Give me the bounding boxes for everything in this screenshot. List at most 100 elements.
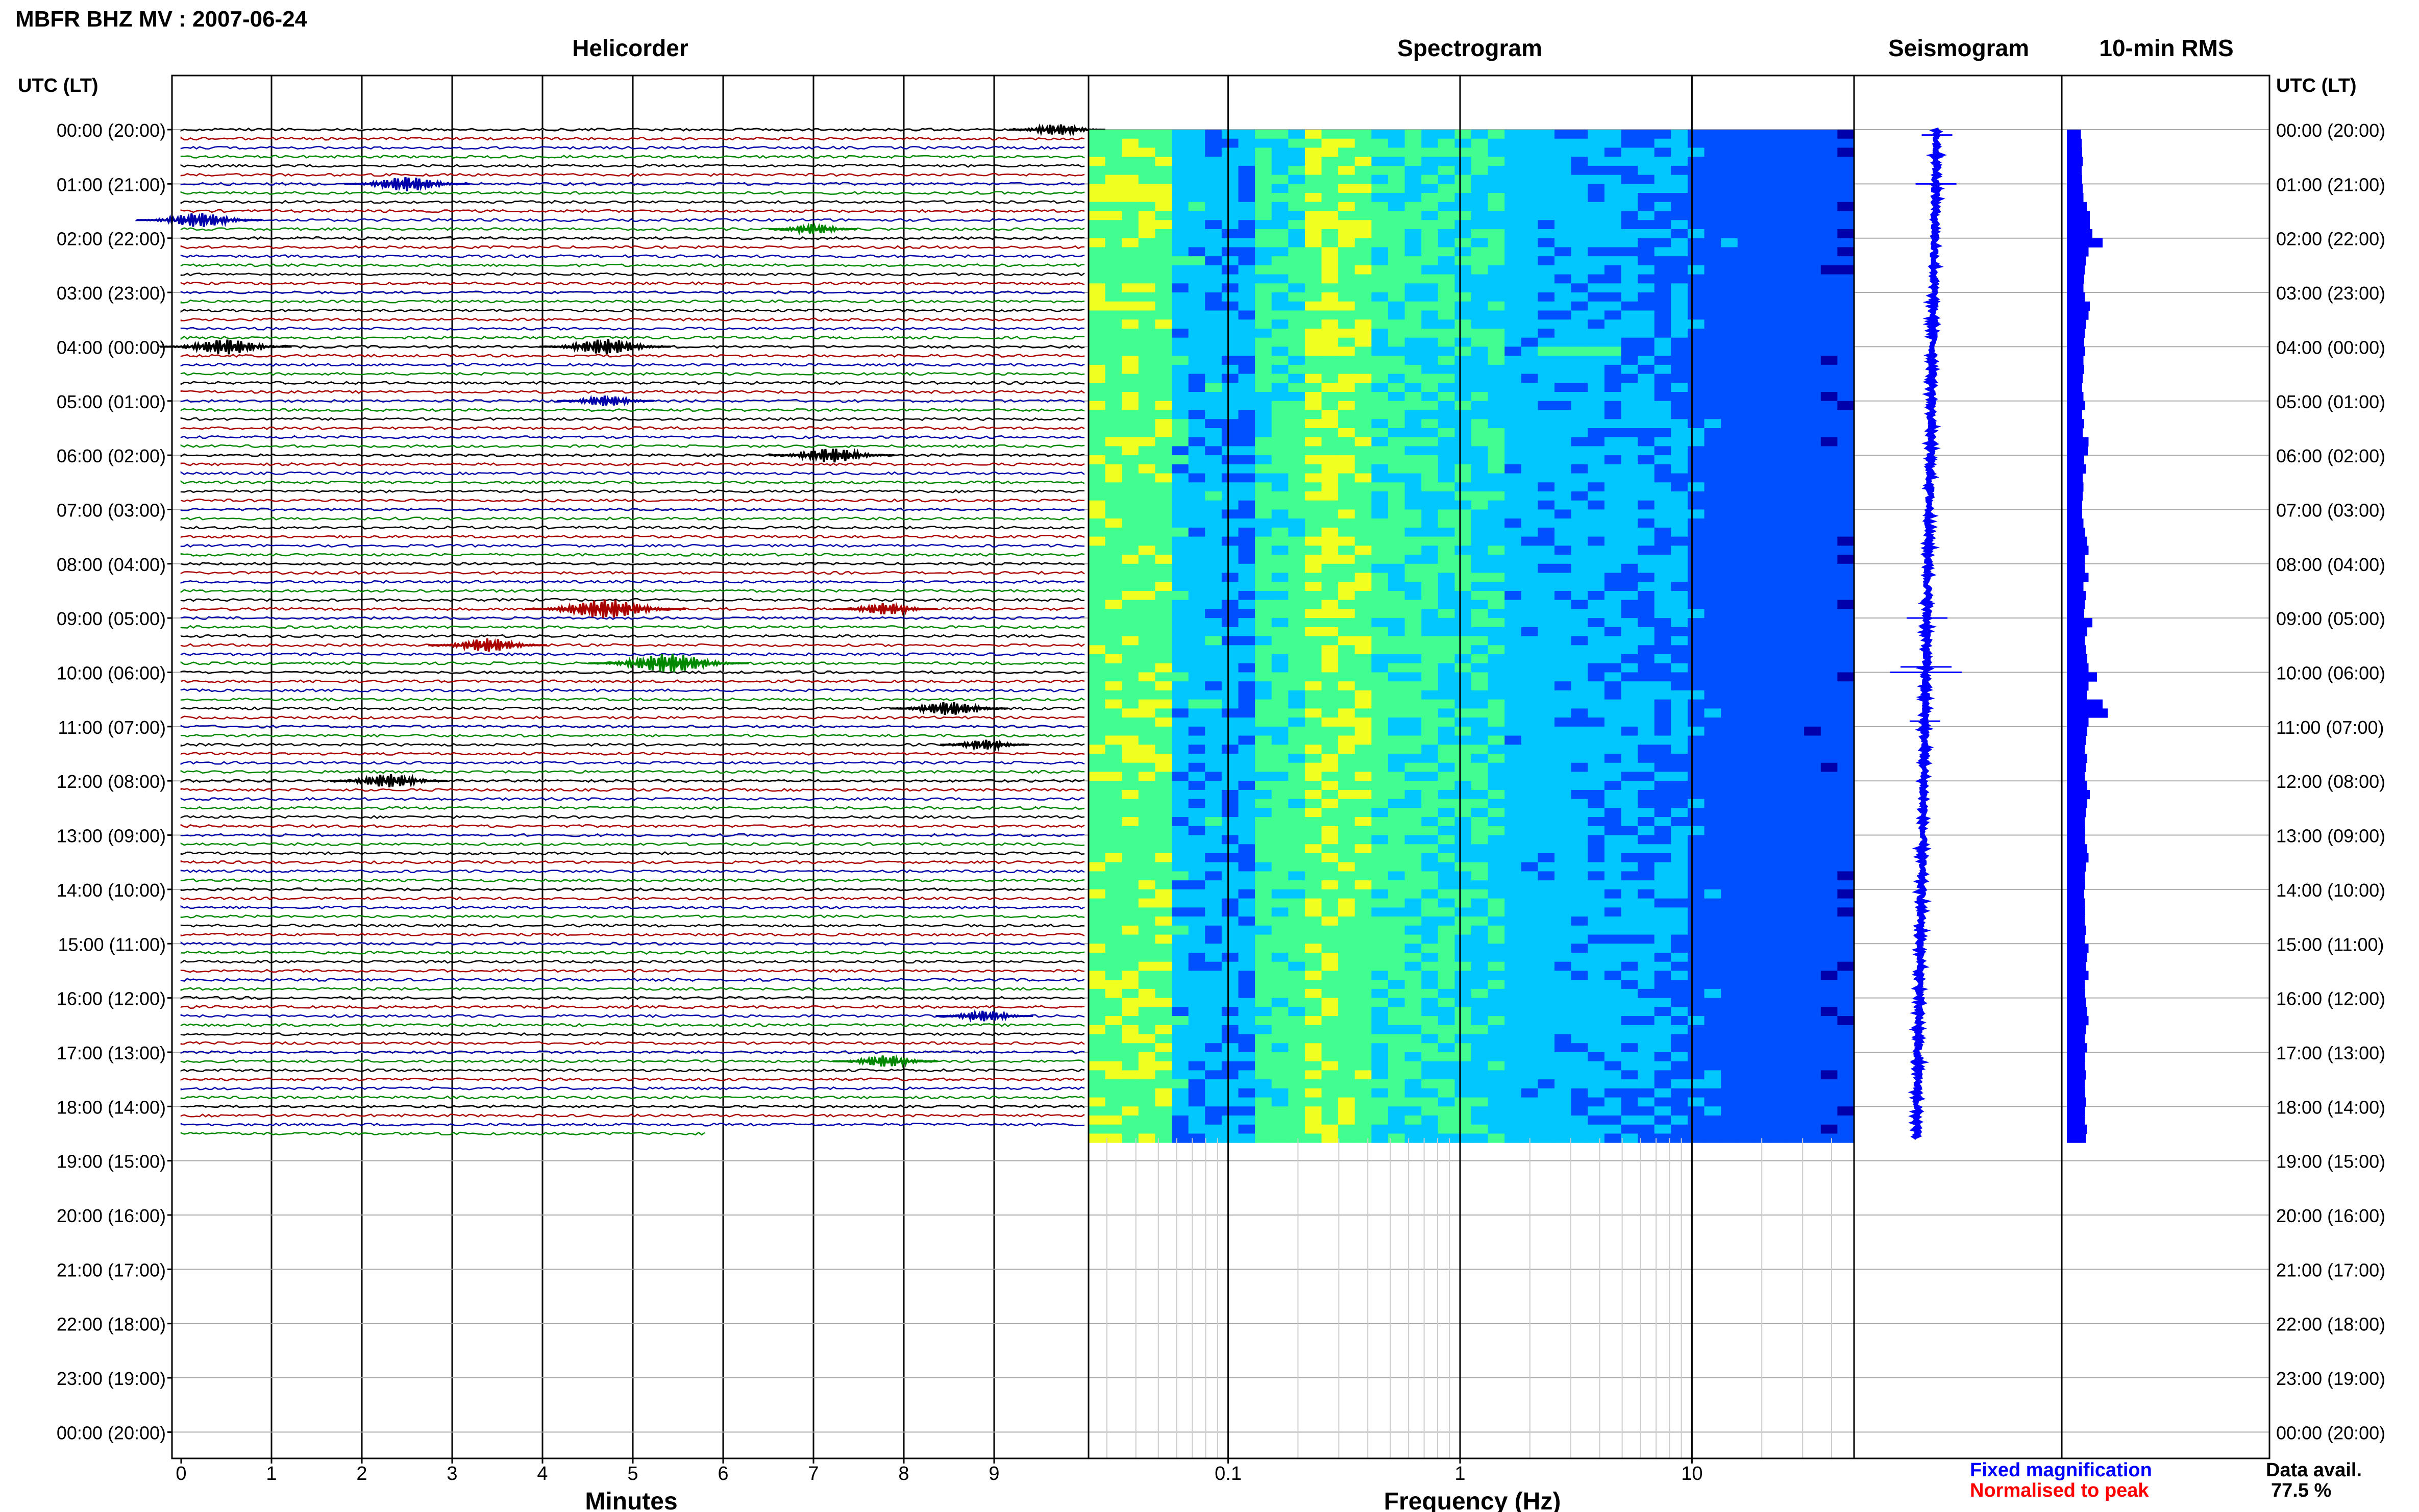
spectrogram-cell	[1271, 546, 1289, 555]
spectrogram-cell	[1538, 590, 1555, 601]
spectrogram-cell	[1354, 1061, 1372, 1071]
spectrogram-cell	[1255, 762, 1272, 772]
spectrogram-cell	[1737, 419, 1755, 429]
spectrogram-cell	[1454, 934, 1472, 944]
spectrogram-cell	[1588, 175, 1605, 184]
spectrogram-cell	[1504, 961, 1522, 971]
spectrogram-cell	[1205, 717, 1222, 727]
spectrogram-cell	[1338, 916, 1355, 926]
spectrogram-cell	[1338, 337, 1355, 347]
spectrogram-cell	[1404, 618, 1422, 628]
spectrogram-cell	[1371, 762, 1389, 772]
spectrogram-cell	[1188, 998, 1205, 1007]
spectrogram-cell	[1604, 364, 1621, 375]
spectrogram-cell	[1721, 1116, 1738, 1125]
spectrogram-cell	[1488, 500, 1505, 510]
spectrogram-cell	[1404, 582, 1422, 591]
spectrogram-cell	[1172, 1034, 1189, 1044]
spectrogram-cell	[1288, 745, 1305, 754]
spectrogram-cell	[1604, 609, 1621, 618]
spectrogram-cell	[1604, 157, 1621, 166]
spectrogram-cell	[1504, 292, 1522, 302]
spectrogram-cell	[1671, 211, 1688, 220]
spectrogram-cell	[1704, 889, 1721, 899]
spectrogram-cell	[1604, 835, 1621, 845]
spectrogram-cell	[1155, 563, 1172, 574]
spectrogram-cell	[1621, 157, 1638, 166]
spectrogram-cell	[1155, 1070, 1172, 1080]
spectrogram-cell	[1554, 509, 1572, 519]
spectrogram-cell	[1454, 1079, 1472, 1089]
spectrogram-cell	[1089, 455, 1106, 465]
spectrogram-cell	[1404, 238, 1422, 247]
spectrogram-cell	[1721, 274, 1738, 284]
spectrogram-cell	[1205, 1007, 1222, 1017]
spectrogram-cell	[1504, 383, 1522, 392]
helicorder-trace	[180, 643, 1085, 648]
spectrogram-cell	[1288, 988, 1305, 999]
spectrogram-cell	[1521, 726, 1538, 736]
spectrogram-cell	[1721, 464, 1738, 474]
spectrogram-cell	[1138, 1133, 1155, 1143]
spectrogram-cell	[1188, 464, 1205, 474]
spectrogram-cell	[1687, 337, 1705, 347]
spectrogram-cell	[1388, 256, 1405, 266]
spectrogram-cell	[1671, 961, 1688, 971]
spectrogram-cell	[1421, 455, 1439, 465]
spectrogram-cell	[1704, 925, 1721, 935]
spectrogram-cell	[1671, 500, 1688, 510]
spectrogram-cell	[1554, 536, 1572, 546]
spectrogram-cell	[1787, 889, 1805, 899]
spectrogram-cell	[1138, 175, 1155, 184]
helicorder-trace	[180, 1077, 1085, 1081]
spectrogram-cell	[1438, 944, 1455, 953]
spectrogram-cell	[1188, 265, 1205, 275]
spectrogram-cell	[1371, 781, 1389, 790]
spectrogram-cell	[1488, 1034, 1505, 1044]
spectrogram-cell	[1155, 1034, 1172, 1044]
spectrogram-cell	[1089, 699, 1106, 709]
spectrogram-cell	[1454, 138, 1472, 148]
spectrogram-cell	[1787, 392, 1805, 402]
spectrogram-cell	[1721, 346, 1738, 356]
spectrogram-cell	[1388, 536, 1405, 546]
spectrogram-cell	[1388, 871, 1405, 881]
spectrogram-cell	[1255, 138, 1272, 148]
spectrogram-cell	[1354, 202, 1372, 212]
spectrogram-cell	[1521, 401, 1538, 410]
spectrogram-cell	[1638, 609, 1655, 618]
spectrogram-cell	[1588, 590, 1605, 601]
spectrogram-cell	[1122, 934, 1139, 944]
spectrogram-cell	[1304, 292, 1322, 302]
spectrogram-cell	[1238, 265, 1255, 275]
spectrogram-cell	[1654, 563, 1671, 574]
spectrogram-cell	[1488, 988, 1505, 999]
spectrogram-cell	[1554, 799, 1572, 808]
spectrogram-cell	[1271, 1133, 1289, 1143]
spectrogram-cell	[1471, 573, 1489, 582]
spectrogram-cell	[1188, 491, 1205, 501]
spectrogram-cell	[1205, 138, 1222, 148]
spectrogram-cell	[1421, 853, 1439, 863]
spectrogram-cell	[1554, 193, 1572, 203]
spectrogram-cell	[1804, 175, 1821, 184]
spectrogram-cell	[1304, 337, 1322, 347]
spectrogram-cell	[1471, 138, 1489, 148]
spectrogram-cell	[1621, 654, 1638, 664]
spectrogram-cell	[1138, 844, 1155, 854]
spectrogram-cell	[1770, 356, 1788, 365]
spectrogram-cell	[1404, 726, 1422, 736]
spectrogram-cell	[1488, 518, 1505, 528]
spectrogram-cell	[1271, 980, 1289, 989]
spectrogram-cell	[1604, 708, 1621, 718]
spectrogram-cell	[1122, 789, 1139, 800]
spectrogram-cell	[1754, 672, 1771, 682]
spectrogram-cell	[1172, 772, 1189, 781]
spectrogram-cell	[1404, 609, 1422, 618]
spectrogram-cell	[1521, 582, 1538, 591]
spectrogram-cell	[1321, 428, 1339, 438]
spectrogram-cell	[1354, 934, 1372, 944]
spectrogram-cell	[1304, 157, 1322, 166]
spectrogram-cell	[1089, 446, 1106, 456]
